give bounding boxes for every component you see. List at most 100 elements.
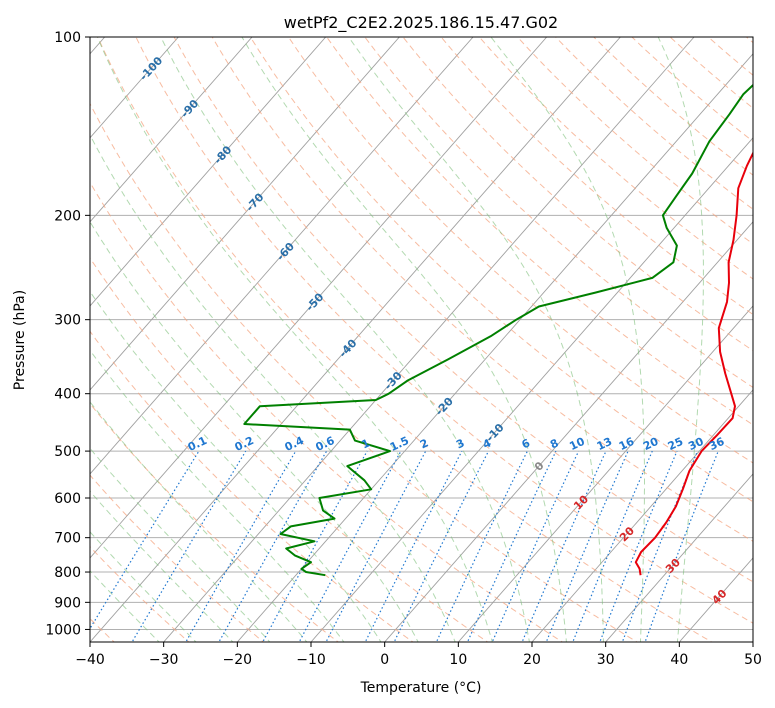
y-axis-label: Pressure (hPa) — [12, 290, 28, 390]
mixing-ratio-label: 16 — [617, 435, 637, 453]
plot-frame — [89, 36, 754, 643]
y-tick-label: 200 — [54, 208, 81, 224]
y-tick-label: 1000 — [45, 622, 81, 638]
dry-adiabat-line — [249, 37, 753, 503]
mixing-ratio-label: 3 — [454, 436, 466, 451]
moist-adiabat-line — [90, 133, 456, 642]
dry-adiabat-line — [440, 37, 753, 316]
mixing-ratio-line — [572, 450, 653, 642]
moist-adiabat-line — [90, 349, 345, 642]
mixing-ratio-line — [262, 450, 368, 642]
moist-adiabat-line — [96, 37, 493, 642]
mixing-ratio-line — [545, 450, 629, 642]
y-tick-label: 100 — [54, 30, 81, 46]
dry-adiabat-line — [516, 37, 753, 245]
grid-layer — [90, 37, 753, 642]
mixing-ratio-line — [491, 450, 580, 642]
mixing-ratio-line — [393, 450, 490, 642]
isotherm-line — [310, 137, 753, 642]
mixing-ratio-label: 2 — [418, 436, 430, 451]
mixing-ratio-line — [185, 450, 297, 642]
moist-adiabat-line — [347, 37, 604, 642]
isotherm-line — [457, 305, 753, 642]
x-axis: −40 −30 −20 −10 0 10 20 30 40 50 — [75, 642, 762, 668]
mixing-ratio-label: 6 — [520, 436, 533, 451]
y-tick-label: 700 — [54, 531, 81, 547]
moist-adiabat-line — [160, 37, 530, 642]
dry-adiabat-line — [90, 102, 638, 642]
y-axis: 100 200 300 400 500 600 700 800 900 1000 — [45, 30, 90, 638]
x-tick-label: 20 — [523, 652, 541, 668]
isotherm-line — [678, 557, 753, 642]
y-tick-label: 400 — [54, 387, 81, 403]
x-tick-label: 30 — [597, 652, 615, 668]
dry-adiabat-line — [90, 474, 265, 642]
mixing-ratio-line — [325, 450, 427, 642]
isotherm-label: -100 — [137, 54, 166, 83]
dry-adiabat-line — [173, 37, 753, 583]
y-tick-label: 800 — [54, 565, 81, 581]
isotherm-line — [605, 473, 753, 642]
profile-layer — [243, 83, 753, 577]
x-tick-label: −10 — [296, 652, 326, 668]
mixing-ratio-line — [131, 450, 247, 642]
isotherm-line — [90, 37, 253, 223]
dewpoint-profile-line — [243, 83, 753, 577]
dry-adiabat-line — [769, 24, 775, 645]
mixing-ratio-line — [364, 450, 463, 642]
isotherm-line — [236, 53, 753, 642]
dry-adiabat-line — [90, 181, 564, 642]
moist-adiabat-line — [490, 37, 645, 642]
isotherm-line — [384, 221, 753, 642]
dry-adiabat-line — [669, 37, 753, 109]
isotherm-line — [752, 641, 753, 642]
mixing-ratio-label: 10 — [567, 435, 587, 453]
isopleth-layer — [90, 24, 775, 645]
moist-adiabat-line — [90, 447, 271, 642]
mixing-ratio-line — [218, 450, 328, 642]
isopleth-label-layer: 0.1 0.2 0.4 0.6 1 1.5 2 3 4 6 8 10 13 16 20 25 30 36-100-… — [137, 54, 730, 607]
y-tick-label: 300 — [54, 313, 81, 329]
isotherm-line — [90, 37, 400, 391]
isotherm-line — [163, 37, 695, 642]
y-tick-label: 500 — [54, 444, 81, 460]
mixing-ratio-label: 36 — [707, 435, 727, 453]
isotherm-line — [90, 37, 474, 475]
moist-adiabat-line — [90, 401, 308, 642]
x-tick-label: −30 — [149, 652, 179, 668]
mixing-ratio-line — [90, 450, 200, 630]
moist-adiabat-line — [241, 37, 568, 642]
dry-adiabat-line — [135, 37, 753, 624]
dry-adiabat-line — [554, 37, 753, 210]
x-axis-label: Temperature (°C) — [360, 680, 482, 696]
mixing-ratio-line — [298, 450, 402, 642]
mixing-ratio-label: 20 — [641, 435, 661, 453]
dry-adiabat-line — [287, 37, 753, 464]
temperature-profile-line — [634, 150, 753, 576]
mixing-ratio-label: 13 — [595, 435, 614, 453]
dry-adiabat-line — [90, 257, 489, 642]
mixing-ratio-line — [466, 450, 557, 642]
mixing-ratio-line — [644, 450, 719, 642]
dry-adiabat-line — [90, 545, 190, 642]
isotherm-line — [90, 37, 548, 559]
mixing-ratio-label: 25 — [666, 435, 685, 453]
x-tick-label: 0 — [380, 652, 389, 668]
moist-adiabat-line — [90, 490, 234, 642]
dry-adiabat-line — [97, 37, 713, 642]
moist-adiabat-line — [90, 290, 382, 642]
y-tick-label: 600 — [54, 491, 81, 507]
mixing-ratio-line — [599, 450, 678, 642]
x-tick-label: −20 — [223, 652, 253, 668]
isotherm-line — [531, 389, 753, 642]
x-tick-label: 40 — [670, 652, 688, 668]
y-tick-label: 900 — [54, 595, 81, 611]
isotherm-line — [90, 37, 327, 307]
x-tick-label: 10 — [449, 652, 467, 668]
x-tick-label: −40 — [75, 652, 105, 668]
moist-adiabat-line — [657, 37, 704, 642]
dry-adiabat-line — [364, 37, 753, 389]
x-tick-label: 50 — [744, 652, 762, 668]
dry-adiabat-line — [90, 330, 414, 642]
